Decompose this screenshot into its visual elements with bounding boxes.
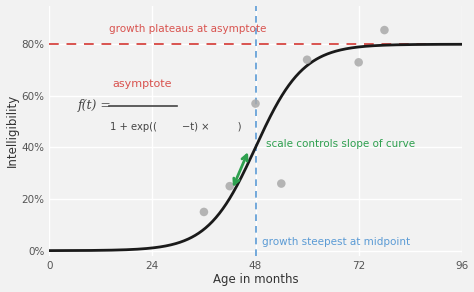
Point [303,58,311,62]
Text: asymptote: asymptote [112,79,172,89]
Text: f(t) =: f(t) = [78,99,112,112]
Text: 1 + exp((        −t) ×         ): 1 + exp(( −t) × ) [110,122,241,132]
Y-axis label: Intelligibility: Intelligibility [6,94,18,167]
Point [277,181,285,186]
Point [200,210,208,214]
Text: growth plateaus at asymptote: growth plateaus at asymptote [109,24,267,34]
Point [355,60,363,65]
Point [252,101,259,106]
X-axis label: Age in months: Age in months [213,273,298,286]
Text: scale controls slope of curve: scale controls slope of curve [266,139,415,149]
Point [226,184,234,188]
Text: growth steepest at midpoint: growth steepest at midpoint [262,237,410,247]
Point [381,28,388,32]
